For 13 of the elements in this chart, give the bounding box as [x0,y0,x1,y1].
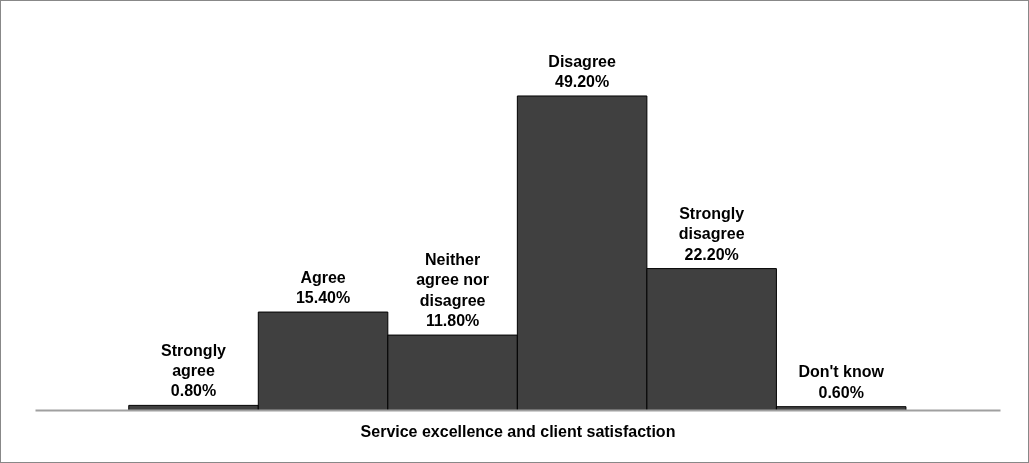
data-label: 22.20% [684,245,739,263]
x-tick-label: Agree [300,268,346,286]
data-label: 11.80% [425,312,480,330]
x-tick-label: Neither agree nor disagree [416,250,490,309]
x-axis-title: Service excellence and client satisfaction [360,422,676,440]
data-label: 0.80% [170,382,217,400]
x-tick-label: Don't know [798,363,885,381]
x-tick-label: Disagree [548,52,617,70]
data-label: 49.20% [554,72,610,90]
data-label: 0.60% [818,383,864,401]
x-tick-label: Strongly disagree [678,204,745,243]
x-tick-label: Strongly agree [161,341,227,379]
data-label: 15.40% [295,289,351,307]
